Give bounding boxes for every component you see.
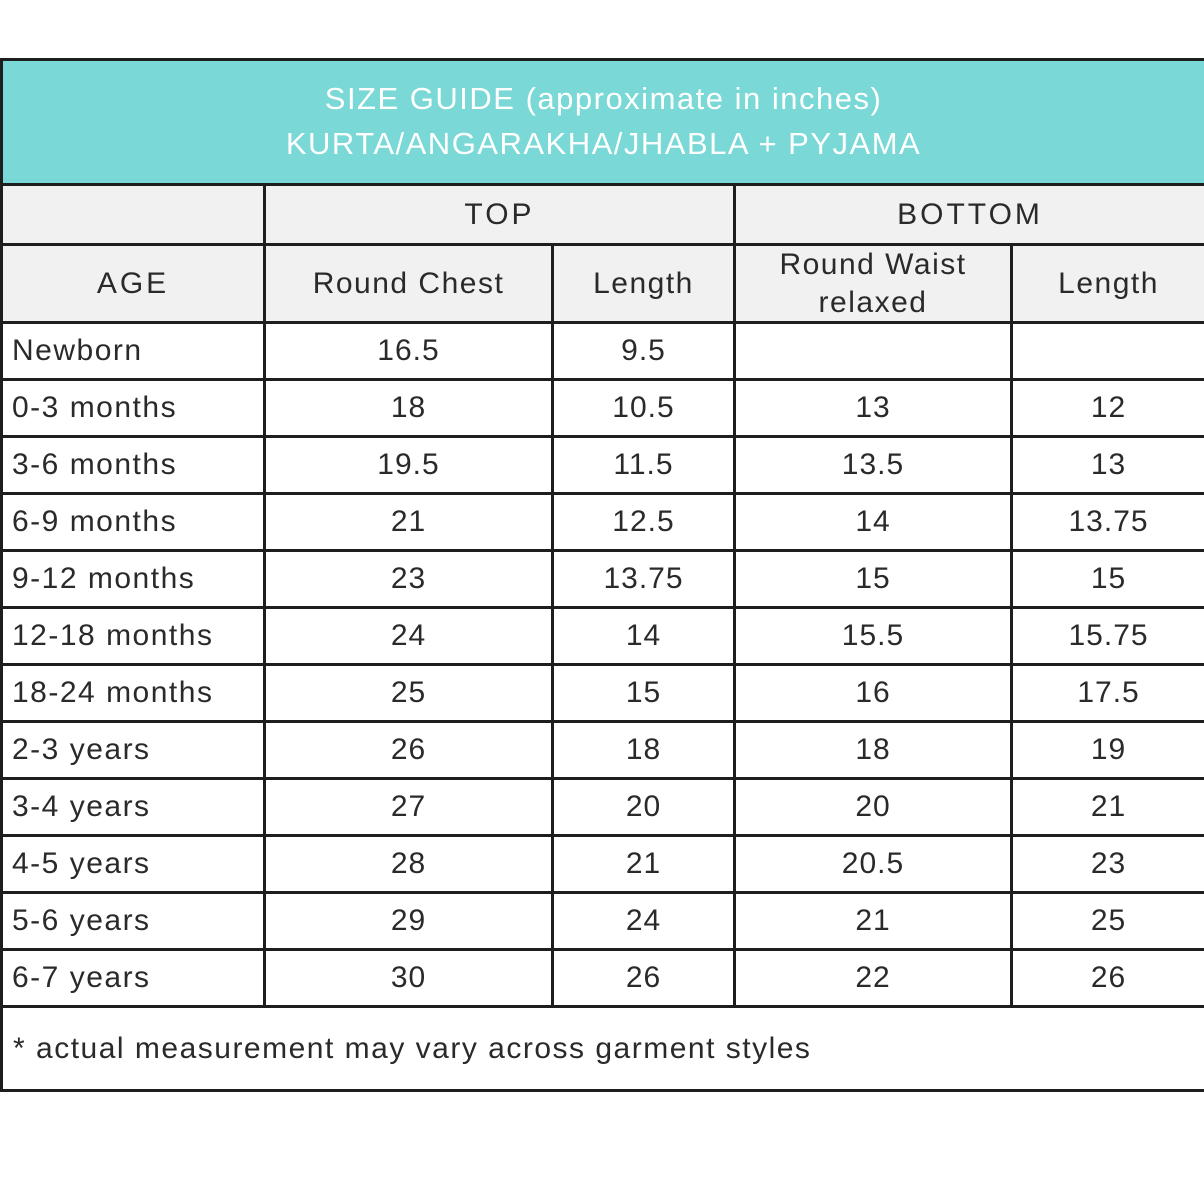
age-cell: Newborn [0,321,266,381]
measurement-cell: 25 [1009,891,1204,951]
measurement-cell: 21 [551,834,736,894]
age-cell: 5-6 years [0,891,266,951]
size-guide-table: SIZE GUIDE (approximate in inches) KURTA… [0,58,1204,1092]
measurement-cell: 18 [551,720,736,780]
measurement-cell: 18 [263,378,554,438]
age-cell: 6-9 months [0,492,266,552]
table-row: 3-6 months 19.5 11.5 13.5 13 [0,435,1204,495]
group-header-bottom: BOTTOM [732,183,1204,246]
measurement-cell: 12.5 [551,492,736,552]
column-header-bottom-length: Length [1009,243,1204,324]
group-header-row: TOP BOTTOM [0,183,1204,246]
column-header-round-chest: Round Chest [263,243,554,324]
measurement-cell: 26 [1009,948,1204,1008]
measurement-cell: 16.5 [263,321,554,381]
table-row: 18-24 months 25 15 16 17.5 [0,663,1204,723]
measurement-cell: 13.5 [733,435,1013,495]
measurement-cell: 15.75 [1009,606,1204,666]
table-row: 2-3 years 26 18 18 19 [0,720,1204,780]
measurement-cell: 21 [733,891,1013,951]
age-cell: 6-7 years [0,948,266,1008]
measurement-cell [1009,321,1204,381]
measurement-cell: 15 [551,663,736,723]
measurement-cell: 9.5 [551,321,736,381]
measurement-cell: 29 [263,891,554,951]
table-row: Newborn 16.5 9.5 [0,321,1204,381]
measurement-cell: 20.5 [733,834,1013,894]
measurement-cell: 20 [551,777,736,837]
age-cell: 3-4 years [0,777,266,837]
table-row: 6-7 years 30 26 22 26 [0,948,1204,1008]
measurement-cell: 13 [733,378,1013,438]
measurement-cell: 21 [263,492,554,552]
measurement-cell: 23 [263,549,554,609]
measurement-cell: 26 [551,948,736,1008]
measurement-cell: 10.5 [551,378,736,438]
measurement-cell: 11.5 [551,435,736,495]
measurement-cell: 20 [733,777,1013,837]
age-cell: 0-3 months [0,378,266,438]
column-header-age: AGE [0,243,266,324]
age-cell: 3-6 months [0,435,266,495]
measurement-cell: 12 [1009,378,1204,438]
group-header-top: TOP [263,183,736,246]
age-cell: 12-18 months [0,606,266,666]
measurement-cell: 26 [263,720,554,780]
table-row: 12-18 months 24 14 15.5 15.75 [0,606,1204,666]
measurement-cell: 24 [551,891,736,951]
size-table-body: Newborn 16.5 9.5 0-3 months 18 10.5 13 12 3-6 mo… [0,321,1204,1008]
measurement-cell: 19 [1009,720,1204,780]
measurement-cell: 24 [263,606,554,666]
title-line-2: KURTA/ANGARAKHA/JHABLA + PYJAMA [285,126,922,161]
measurement-cell: 23 [1009,834,1204,894]
measurement-cell: 30 [263,948,554,1008]
measurement-cell: 27 [263,777,554,837]
column-header-round-waist: Round Waist relaxed [733,243,1013,324]
measurement-cell: 22 [733,948,1013,1008]
title-row: SIZE GUIDE (approximate in inches) KURTA… [0,58,1204,186]
measurement-cell: 14 [551,606,736,666]
age-cell: 4-5 years [0,834,266,894]
measurement-cell: 15 [1009,549,1204,609]
column-header-row: AGE Round Chest Length Round Waist relax… [0,243,1204,324]
age-cell: 18-24 months [0,663,266,723]
measurement-cell: 21 [1009,777,1204,837]
measurement-cell: 14 [733,492,1013,552]
table-row: 5-6 years 29 24 21 25 [0,891,1204,951]
table-title: SIZE GUIDE (approximate in inches) KURTA… [0,58,1204,186]
measurement-cell: 15 [733,549,1013,609]
measurement-cell: 13.75 [551,549,736,609]
footnote: * actual measurement may vary across gar… [0,1005,1204,1092]
measurement-cell: 16 [733,663,1013,723]
table-row: 0-3 months 18 10.5 13 12 [0,378,1204,438]
measurement-cell: 28 [263,834,554,894]
measurement-cell [733,321,1013,381]
measurement-cell: 13.75 [1009,492,1204,552]
group-header-age-spacer [0,183,266,246]
table-row: 3-4 years 27 20 20 21 [0,777,1204,837]
title-line-1: SIZE GUIDE (approximate in inches) [324,81,883,117]
table-row: 9-12 months 23 13.75 15 15 [0,549,1204,609]
table-row: 6-9 months 21 12.5 14 13.75 [0,492,1204,552]
age-cell: 2-3 years [0,720,266,780]
table-row: 4-5 years 28 21 20.5 23 [0,834,1204,894]
column-header-top-length: Length [551,243,736,324]
measurement-cell: 15.5 [733,606,1013,666]
measurement-cell: 13 [1009,435,1204,495]
measurement-cell: 18 [733,720,1013,780]
measurement-cell: 19.5 [263,435,554,495]
measurement-cell: 25 [263,663,554,723]
footnote-row: * actual measurement may vary across gar… [0,1005,1204,1092]
measurement-cell: 17.5 [1009,663,1204,723]
age-cell: 9-12 months [0,549,266,609]
